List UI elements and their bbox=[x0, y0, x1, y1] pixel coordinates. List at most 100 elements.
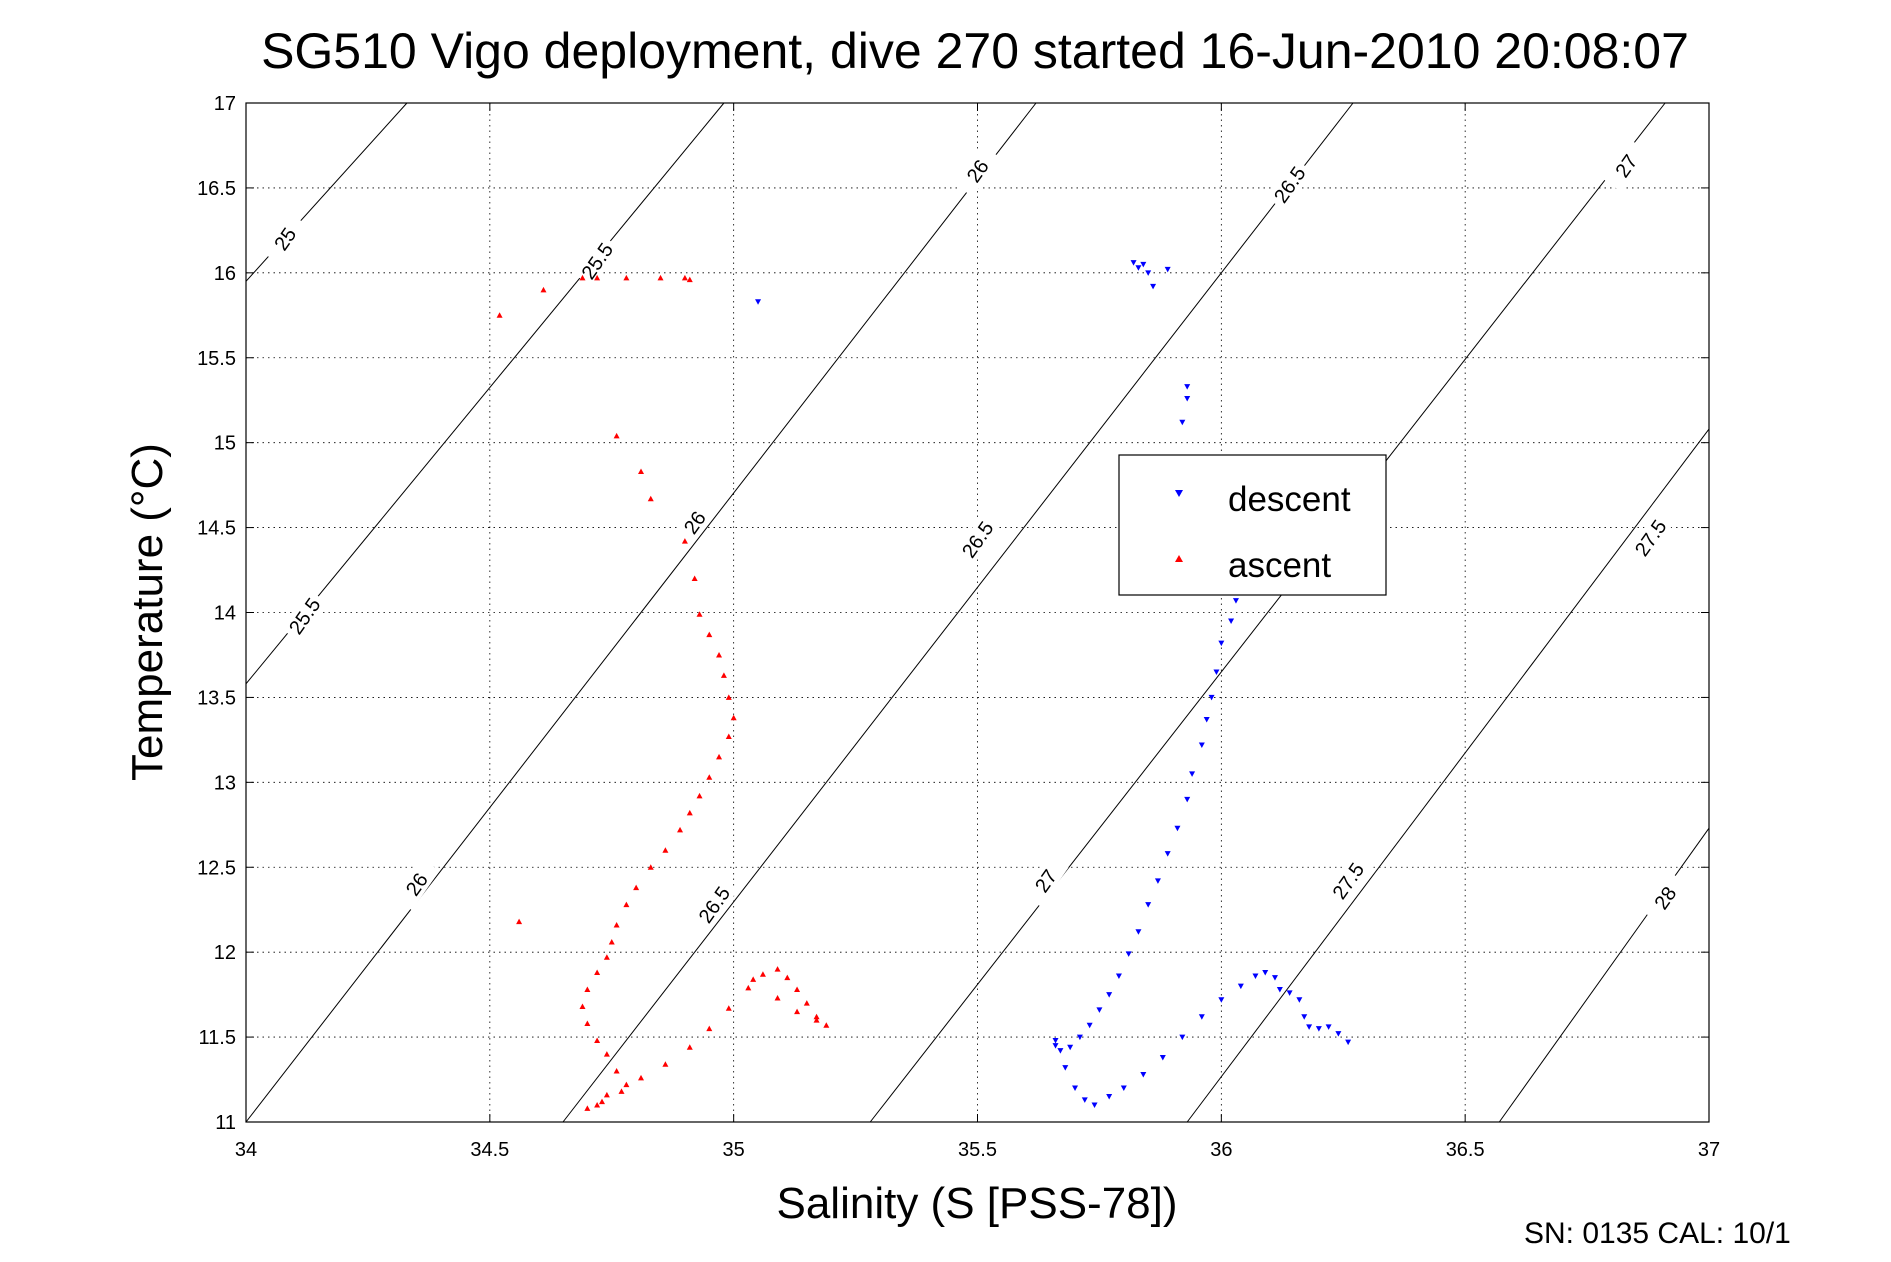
x-tick-label: 36.5 bbox=[1446, 1139, 1485, 1161]
ascent-point bbox=[598, 1098, 605, 1105]
ascent-point bbox=[706, 774, 713, 780]
legend-descent-label: descent bbox=[1228, 480, 1351, 519]
ascent-point bbox=[681, 538, 688, 544]
ascent-point bbox=[686, 1044, 693, 1050]
ascent-point bbox=[647, 864, 654, 870]
descent-point bbox=[1301, 1014, 1308, 1020]
descent-point bbox=[1081, 1097, 1088, 1103]
x-tick-label: 35 bbox=[723, 1139, 745, 1161]
descent-point bbox=[1252, 973, 1259, 979]
isopycnal-label-bg bbox=[393, 858, 440, 911]
ascent-point bbox=[784, 974, 791, 981]
ascent-point bbox=[608, 938, 615, 945]
ascent-point bbox=[603, 1051, 610, 1057]
descent-point bbox=[1184, 384, 1191, 390]
isopycnal-line-26-5 bbox=[562, 102, 1354, 1123]
ascent-point bbox=[633, 884, 640, 891]
descent-point bbox=[1335, 1031, 1342, 1037]
descent-point bbox=[1189, 771, 1196, 777]
y-axis-label: Temperature (°C) bbox=[123, 443, 172, 781]
ascent-point bbox=[623, 901, 630, 908]
ascent-point bbox=[750, 976, 757, 982]
descent-point bbox=[1052, 1037, 1059, 1044]
ascent-point bbox=[584, 986, 591, 993]
descent-point bbox=[1135, 929, 1142, 935]
y-tick-label: 15 bbox=[214, 433, 236, 455]
isopycnal-line-27-5 bbox=[1186, 428, 1710, 1123]
descent-point bbox=[1154, 878, 1161, 884]
isopycnal-label-bg bbox=[574, 234, 620, 287]
x-tick-label: 34 bbox=[235, 1139, 257, 1161]
calibration-footer: SN: 0135 CAL: 10/1 bbox=[1524, 1217, 1791, 1250]
isopycnal-label-bg bbox=[1627, 511, 1674, 564]
isopycnal-label-bg bbox=[954, 144, 1001, 197]
y-tick-label: 16.5 bbox=[197, 178, 236, 200]
descent-point bbox=[1115, 973, 1122, 979]
ascent-point bbox=[794, 986, 801, 993]
descent-point bbox=[1306, 1024, 1313, 1030]
descent-point bbox=[1096, 1007, 1103, 1013]
ascent-point bbox=[662, 847, 669, 853]
ascent-point bbox=[623, 274, 630, 281]
legend-descent-marker bbox=[1175, 490, 1183, 497]
ascent-point bbox=[823, 1022, 830, 1028]
descent-point bbox=[1184, 396, 1191, 402]
ascent-point bbox=[540, 286, 547, 293]
ascent-point bbox=[613, 432, 620, 439]
y-tick-label: 16 bbox=[214, 263, 236, 285]
x-axis-label: Salinity (S [PSS-78]) bbox=[776, 1179, 1177, 1228]
y-tick-label: 12 bbox=[214, 942, 236, 964]
descent-point bbox=[1325, 1024, 1332, 1030]
legend: descent ascent bbox=[1118, 454, 1387, 596]
ascent-point bbox=[696, 611, 703, 617]
descent-point bbox=[1135, 265, 1142, 271]
ascent-point bbox=[716, 753, 723, 760]
descent-point bbox=[1184, 796, 1191, 803]
isopycnal-label-bg bbox=[1266, 158, 1313, 211]
ascent-point bbox=[579, 274, 586, 281]
ascent-point bbox=[813, 1013, 820, 1020]
ascent-point bbox=[623, 1081, 630, 1088]
legend-box bbox=[1118, 454, 1387, 596]
descent-point bbox=[1106, 992, 1113, 998]
ascent-point bbox=[745, 984, 752, 991]
ascent-point bbox=[774, 995, 781, 1001]
ascent-point bbox=[594, 1037, 601, 1043]
y-tick-label: 17 bbox=[214, 93, 236, 115]
descent-point bbox=[1067, 1044, 1074, 1051]
descent-point bbox=[1262, 970, 1269, 976]
x-axis-ticks: 34 34.5 35 35.5 36 36.5 37 bbox=[235, 103, 1720, 1161]
descent-point bbox=[1062, 1065, 1069, 1071]
isopycnal-label-bg bbox=[671, 496, 718, 549]
descent-point bbox=[1286, 990, 1293, 996]
y-tick-label: 14 bbox=[214, 603, 236, 625]
ascent-point bbox=[594, 1102, 601, 1108]
isopycnal-line-26 bbox=[245, 102, 1037, 1123]
ascent-point bbox=[603, 1091, 610, 1098]
ascent-point bbox=[725, 733, 732, 739]
ascent-point bbox=[725, 694, 732, 700]
descent-point bbox=[1237, 983, 1244, 990]
descent-point bbox=[1076, 1034, 1083, 1041]
isopycnal-label-bg bbox=[1022, 854, 1069, 907]
descent-series bbox=[755, 260, 1352, 1109]
ascent-point bbox=[657, 274, 664, 281]
ascent-point bbox=[677, 826, 684, 833]
x-tick-label: 37 bbox=[1698, 1139, 1720, 1161]
descent-point bbox=[1086, 1022, 1093, 1029]
ascent-point bbox=[613, 921, 620, 928]
descent-point bbox=[1198, 1014, 1205, 1020]
ascent-point bbox=[584, 1020, 591, 1026]
ascent-point bbox=[496, 312, 503, 318]
descent-point bbox=[1218, 640, 1225, 647]
descent-point bbox=[1106, 1094, 1113, 1100]
y-tick-label: 12.5 bbox=[197, 857, 236, 879]
descent-point bbox=[1345, 1039, 1352, 1046]
descent-point bbox=[1145, 902, 1152, 908]
ascent-point bbox=[759, 971, 766, 977]
ascent-point bbox=[618, 1088, 625, 1094]
ascent-point bbox=[662, 1061, 669, 1067]
ascent-point bbox=[638, 1074, 645, 1081]
ascent-point bbox=[594, 969, 601, 976]
descent-point bbox=[1213, 669, 1220, 675]
